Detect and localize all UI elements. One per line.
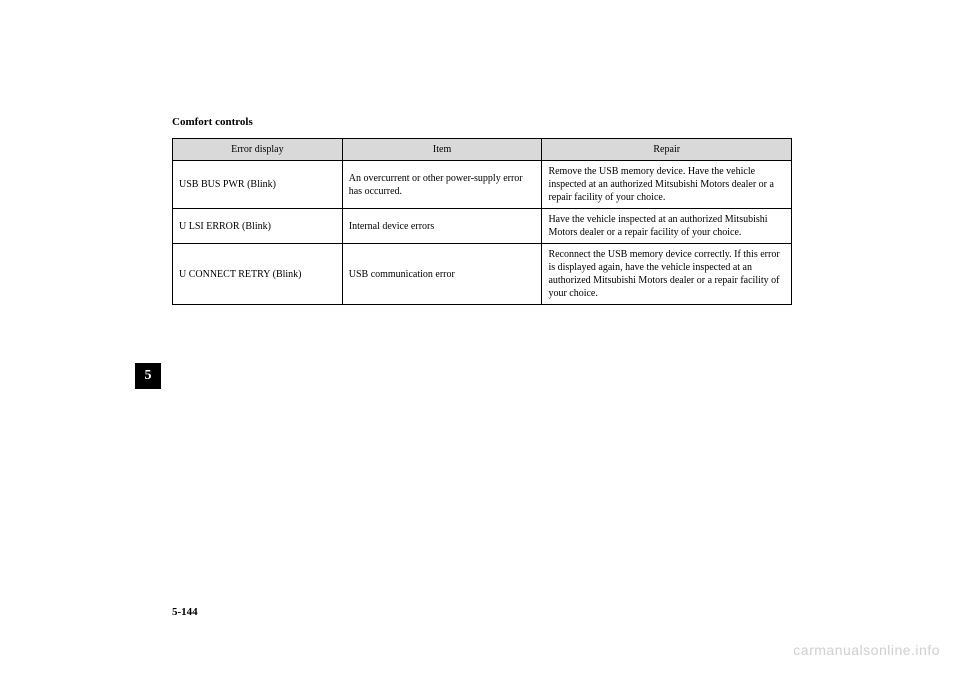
table-row: U CONNECT RETRY (Blink) USB communicatio… [173, 244, 792, 305]
section-tab: 5 [135, 363, 161, 389]
section-title: Comfort controls [172, 116, 253, 128]
page: Comfort controls Error display Item Repa… [0, 0, 960, 678]
page-number: 5-144 [172, 606, 198, 618]
header-error: Error display [173, 139, 343, 161]
cell-repair: Have the vehicle inspected at an authori… [542, 209, 792, 244]
error-table: Error display Item Repair USB BUS PWR (B… [172, 138, 792, 305]
cell-repair: Reconnect the USB memory device correctl… [542, 244, 792, 305]
table-row: U LSI ERROR (Blink) Internal device erro… [173, 209, 792, 244]
cell-error: U LSI ERROR (Blink) [173, 209, 343, 244]
cell-error: U CONNECT RETRY (Blink) [173, 244, 343, 305]
table-row: USB BUS PWR (Blink) An overcurrent or ot… [173, 161, 792, 209]
cell-item: Internal device errors [342, 209, 542, 244]
cell-error: USB BUS PWR (Blink) [173, 161, 343, 209]
cell-repair: Remove the USB memory device. Have the v… [542, 161, 792, 209]
header-repair: Repair [542, 139, 792, 161]
cell-item: USB communication error [342, 244, 542, 305]
table-header-row: Error display Item Repair [173, 139, 792, 161]
header-item: Item [342, 139, 542, 161]
cell-item: An overcurrent or other power-supply err… [342, 161, 542, 209]
watermark: carmanualsonline.info [793, 642, 940, 658]
